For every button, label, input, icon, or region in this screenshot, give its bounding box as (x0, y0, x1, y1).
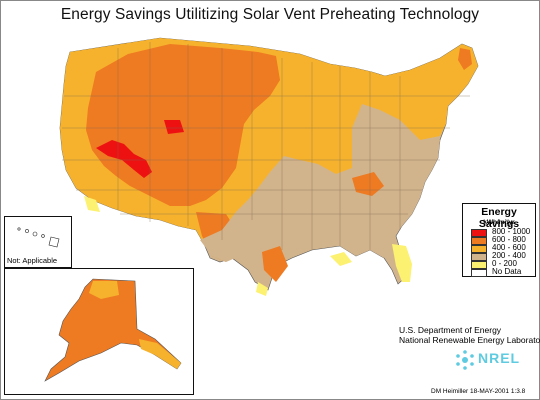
region-0-200-california (84, 196, 100, 212)
nrel-logo-text: NREL (478, 350, 521, 366)
legend-swatch (471, 269, 487, 277)
hawaii-inset: Not: Applicable (4, 216, 72, 268)
legend-swatch (471, 253, 487, 261)
region-600-800-texas (262, 246, 288, 282)
region-0-200-florida (392, 244, 412, 282)
legend-label: No Data (492, 267, 522, 276)
legend-label: 800 - 1000 (492, 227, 531, 236)
region-200-400-southwest (200, 176, 288, 262)
agency-line-nrel: National Renewable Energy Laboratory (399, 334, 540, 345)
agency-credit: U.S. Department of Energy National Renew… (399, 325, 540, 345)
legend-swatch (471, 261, 487, 269)
legend-swatch (471, 237, 487, 245)
alaska-region-600-800 (44, 278, 182, 382)
legend: Energy Savings kWh/m²/yr 800 - 1000 600 … (462, 203, 536, 277)
legend-item: 600 - 800 (471, 235, 535, 245)
region-800-1000-wyoming (164, 120, 184, 134)
legend-units: kWh/m²/yr (483, 219, 515, 226)
map-credit: DM Heimiller 18-MAY-2001 1:3.8 (431, 388, 526, 395)
region-600-800-maine (458, 48, 472, 70)
region-200-400-east (286, 118, 440, 258)
alaska-inset (4, 268, 194, 395)
nrel-logo-icon (456, 350, 474, 370)
hawaii-not-applicable-label: Not: Applicable (7, 256, 58, 265)
legend-item: No Data (471, 267, 535, 277)
alaska-region-400-600 (89, 281, 119, 299)
map-title: Energy Savings Utilitizing Solar Vent Pr… (60, 6, 480, 23)
alaska-map (44, 278, 182, 382)
region-0-200-gulf (330, 252, 352, 266)
legend-label: 0 - 200 (492, 259, 517, 268)
legend-item: 0 - 200 (471, 259, 535, 269)
legend-swatch (471, 229, 487, 237)
legend-item: 400 - 600 (471, 243, 535, 253)
agency-line-doe: U.S. Department of Energy (399, 325, 502, 335)
legend-title: Energy Savings (478, 206, 520, 230)
legend-item: 200 - 400 (471, 251, 535, 261)
state-boundaries (62, 42, 470, 250)
alaska-region-400-600-panhandle (139, 339, 181, 369)
legend-label: 600 - 800 (492, 235, 526, 244)
region-800-1000-southwest (96, 140, 152, 178)
legend-item: 800 - 1000 (471, 227, 535, 237)
hawaii-outline (17, 227, 60, 248)
legend-label: 400 - 600 (492, 243, 526, 252)
legend-swatch (471, 245, 487, 253)
legend-label: 200 - 400 (492, 251, 526, 260)
region-0-200-texas-coast (256, 282, 268, 296)
